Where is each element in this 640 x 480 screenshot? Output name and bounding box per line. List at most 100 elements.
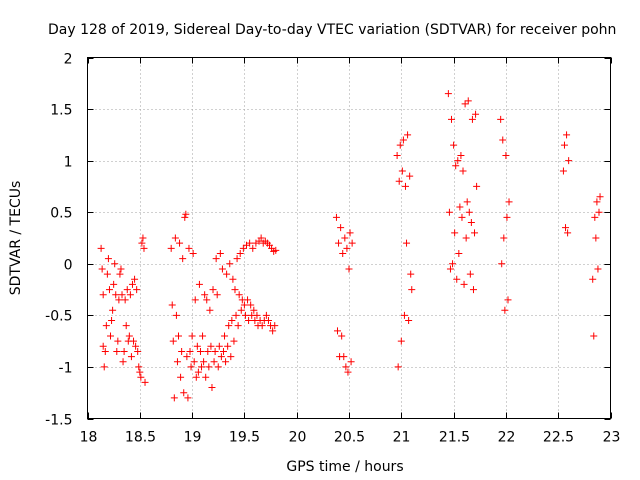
data-point bbox=[99, 342, 107, 350]
data-point bbox=[454, 157, 462, 165]
data-point bbox=[170, 394, 178, 402]
data-point bbox=[469, 286, 477, 294]
data-point bbox=[179, 255, 187, 263]
y-tick-label: 1.5 bbox=[50, 103, 72, 119]
data-point bbox=[139, 234, 147, 242]
data-point bbox=[400, 311, 408, 319]
data-point bbox=[198, 363, 206, 371]
data-point bbox=[245, 317, 253, 325]
data-point bbox=[127, 353, 135, 361]
data-point bbox=[590, 332, 598, 340]
data-point bbox=[204, 347, 212, 355]
data-point bbox=[235, 291, 243, 299]
data-point bbox=[249, 244, 257, 252]
x-tick-label: 22.5 bbox=[543, 430, 574, 446]
data-point bbox=[472, 110, 480, 118]
data-point bbox=[211, 347, 219, 355]
x-tick-label: 21 bbox=[393, 430, 411, 446]
y-tick-label: 0.5 bbox=[50, 206, 72, 222]
axis-ticks: 18 18.5 19 19.5 20 20.5 21 21.5 22 22.5 23-1.5-1-0… bbox=[45, 52, 620, 446]
data-point bbox=[564, 229, 572, 237]
data-point bbox=[460, 280, 468, 288]
data-point bbox=[335, 239, 343, 247]
data-point bbox=[239, 244, 247, 252]
data-point bbox=[234, 322, 242, 330]
data-point bbox=[450, 141, 458, 149]
data-point bbox=[393, 151, 401, 159]
data-point bbox=[473, 182, 481, 190]
data-point bbox=[194, 368, 202, 376]
data-point bbox=[468, 115, 476, 123]
data-point bbox=[264, 317, 272, 325]
data-point bbox=[195, 280, 203, 288]
data-point bbox=[224, 342, 232, 350]
x-tick-label: 18.5 bbox=[125, 430, 156, 446]
data-point bbox=[112, 291, 120, 299]
data-point bbox=[456, 203, 464, 211]
data-point bbox=[399, 136, 407, 144]
data-point bbox=[177, 373, 185, 381]
data-point bbox=[140, 244, 148, 252]
data-point bbox=[401, 182, 409, 190]
data-point bbox=[105, 286, 113, 294]
data-point bbox=[200, 358, 208, 366]
data-point bbox=[123, 286, 131, 294]
data-point bbox=[229, 275, 237, 283]
data-point bbox=[464, 97, 472, 105]
data-point bbox=[337, 224, 345, 232]
data-point bbox=[231, 286, 239, 294]
data-point bbox=[241, 311, 249, 319]
data-point bbox=[501, 306, 509, 314]
data-point bbox=[128, 280, 136, 288]
data-point bbox=[189, 249, 197, 257]
data-point bbox=[225, 322, 233, 330]
data-point bbox=[98, 265, 106, 273]
data-point bbox=[226, 260, 234, 268]
data-point bbox=[258, 322, 266, 330]
data-point bbox=[205, 363, 213, 371]
data-point bbox=[173, 358, 181, 366]
data-point bbox=[560, 141, 568, 149]
x-tick-label: 18 bbox=[80, 430, 98, 446]
data-point bbox=[345, 265, 353, 273]
x-axis-label: GPS time / hours bbox=[286, 459, 403, 475]
x-tick-label: 19 bbox=[184, 430, 202, 446]
data-point bbox=[102, 322, 110, 330]
data-point bbox=[199, 332, 207, 340]
data-point bbox=[446, 265, 454, 273]
data-point bbox=[184, 394, 192, 402]
data-point bbox=[471, 229, 479, 237]
data-point bbox=[250, 306, 258, 314]
data-point bbox=[499, 136, 507, 144]
data-point bbox=[183, 353, 191, 361]
data-point bbox=[236, 249, 244, 257]
data-point bbox=[596, 193, 604, 201]
data-point bbox=[463, 198, 471, 206]
data-point bbox=[104, 255, 112, 263]
data-point bbox=[114, 337, 122, 345]
data-point bbox=[230, 337, 238, 345]
data-point bbox=[120, 347, 128, 355]
data-point bbox=[449, 260, 457, 268]
chart-title: Day 128 of 2019, Sidereal Day-to-day VTE… bbox=[48, 22, 616, 38]
y-tick-label: -1 bbox=[59, 361, 73, 377]
data-point bbox=[221, 332, 229, 340]
data-point bbox=[131, 275, 139, 283]
data-point bbox=[116, 270, 124, 278]
data-point bbox=[593, 198, 601, 206]
data-point bbox=[461, 100, 469, 108]
data-point bbox=[107, 332, 115, 340]
data-point bbox=[191, 296, 199, 304]
data-point bbox=[338, 332, 346, 340]
data-point bbox=[196, 347, 204, 355]
data-point bbox=[119, 358, 127, 366]
data-point bbox=[206, 306, 214, 314]
data-point bbox=[187, 363, 195, 371]
data-point bbox=[207, 342, 215, 350]
data-point bbox=[122, 322, 130, 330]
data-point bbox=[592, 234, 600, 242]
data-point bbox=[178, 347, 186, 355]
data-point bbox=[500, 234, 508, 242]
data-point bbox=[232, 311, 240, 319]
